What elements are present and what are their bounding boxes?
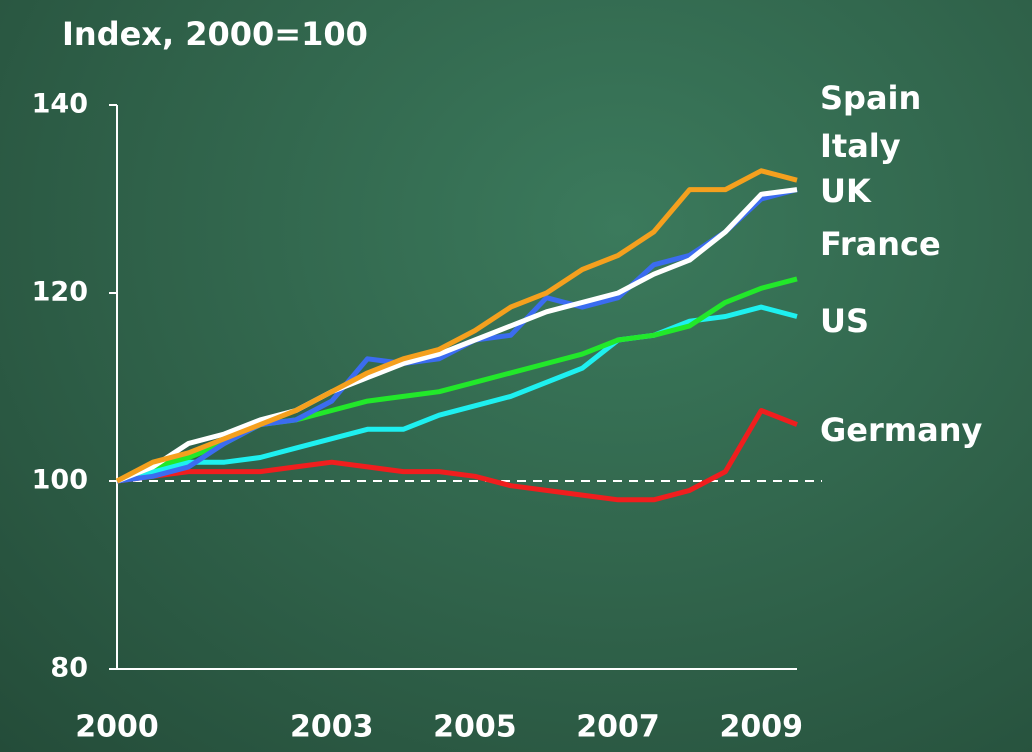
series-label: France (820, 225, 941, 263)
y-tick-label: 80 (50, 653, 88, 684)
series-line (115, 168, 798, 484)
x-tick-label: 2003 (290, 710, 374, 745)
chart-title: Index, 2000=100 (62, 15, 368, 53)
series-label: Spain (820, 79, 921, 117)
x-tick-label: 2005 (433, 710, 517, 745)
series-line (116, 276, 798, 484)
series-line (116, 187, 798, 484)
y-tick-label: 140 (32, 89, 88, 120)
y-tick-label: 120 (32, 277, 88, 308)
x-tick-label: 2009 (719, 710, 803, 745)
series-label: Germany (820, 411, 982, 449)
series-label: US (820, 302, 869, 340)
x-tick-label: 2000 (75, 710, 159, 745)
series-line (116, 408, 798, 503)
series-label: UK (820, 172, 872, 210)
series-line (116, 304, 798, 484)
x-tick-label: 2007 (576, 710, 660, 745)
y-tick-label: 100 (32, 465, 88, 496)
series-label: Italy (820, 127, 901, 165)
